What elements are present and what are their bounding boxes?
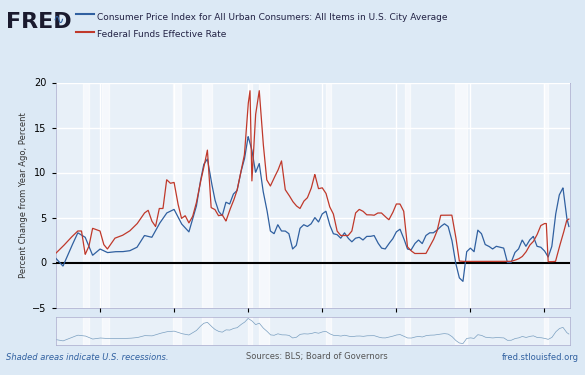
Bar <box>259 82 269 308</box>
Bar <box>202 82 212 308</box>
Bar <box>83 82 89 308</box>
Bar <box>545 82 548 308</box>
Bar <box>545 317 548 345</box>
Text: fred.stlouisfed.org: fred.stlouisfed.org <box>502 352 579 362</box>
Bar <box>248 82 252 308</box>
Bar <box>405 82 410 308</box>
Bar <box>174 317 181 345</box>
Bar <box>326 317 331 345</box>
Text: Shaded areas indicate U.S. recessions.: Shaded areas indicate U.S. recessions. <box>6 352 168 362</box>
Bar <box>174 82 181 308</box>
Bar <box>102 317 109 345</box>
Bar <box>326 82 331 308</box>
Bar <box>248 317 252 345</box>
Bar <box>455 317 467 345</box>
Bar <box>202 317 212 345</box>
Text: ∿: ∿ <box>53 13 64 27</box>
Y-axis label: Percent Change from Year Ago, Percent: Percent Change from Year Ago, Percent <box>19 112 28 278</box>
Bar <box>405 317 410 345</box>
Bar <box>83 317 89 345</box>
Text: Sources: BLS; Board of Governors: Sources: BLS; Board of Governors <box>246 352 387 362</box>
Bar <box>102 82 109 308</box>
Text: Federal Funds Effective Rate: Federal Funds Effective Rate <box>97 30 226 39</box>
Bar <box>259 317 269 345</box>
Bar <box>455 82 467 308</box>
Text: Consumer Price Index for All Urban Consumers: All Items in U.S. City Average: Consumer Price Index for All Urban Consu… <box>97 13 447 22</box>
Text: FRED: FRED <box>6 12 71 32</box>
